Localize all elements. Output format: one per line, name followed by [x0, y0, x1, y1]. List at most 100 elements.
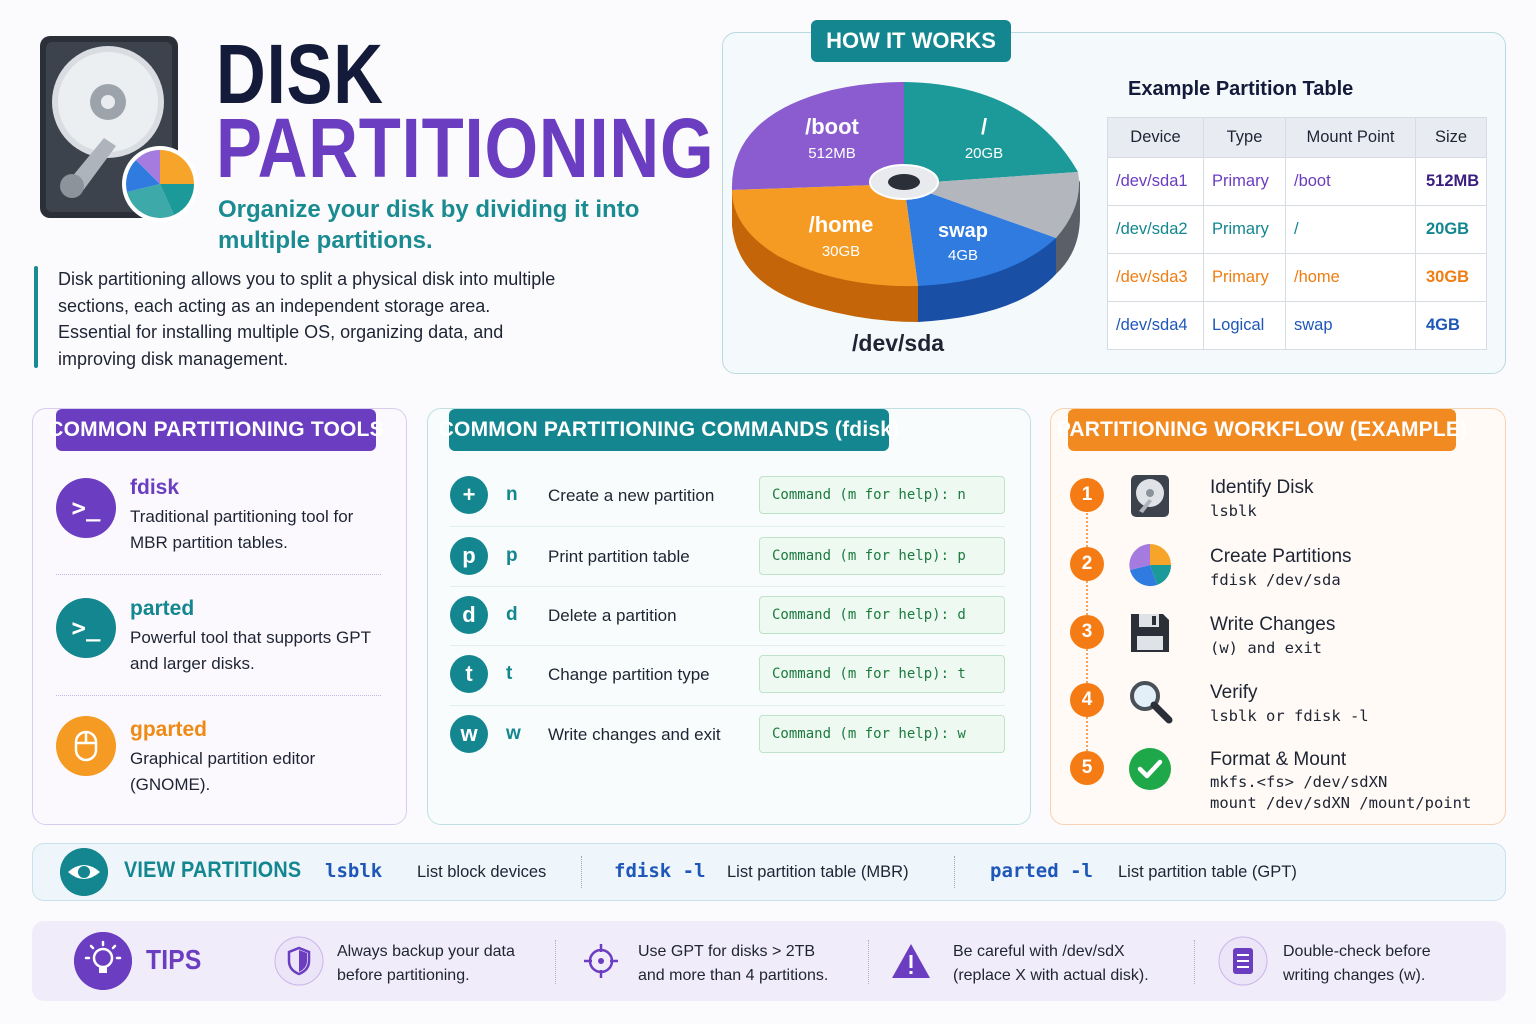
disk-pie-chart: /boot 512MB / 20GB swap 4GB /home 30GB: [731, 82, 1080, 322]
cell-type: Primary: [1203, 205, 1286, 254]
divider: [56, 574, 381, 575]
step-number: 5: [1070, 751, 1104, 785]
view-command: parted -l: [990, 860, 1093, 882]
partition-row: /dev/sda2 Primary/20GB: [1107, 205, 1487, 254]
step-command: fdisk /dev/sda: [1210, 571, 1341, 589]
column-header-mount: Mount Point: [1285, 117, 1416, 158]
partition-table-header-row: Device Type Mount Point Size: [1107, 117, 1487, 158]
divider: [1194, 940, 1195, 984]
cell-device: /dev/sda2: [1107, 205, 1204, 254]
partition-table-title: Example Partition Table: [1128, 78, 1354, 100]
workflow-label: PARTITIONING WORKFLOW (EXAMPLE): [1057, 409, 1467, 451]
view-command-desc: List block devices: [417, 863, 547, 881]
command-key: d: [506, 604, 518, 625]
tool-desc-parted: Powerful tool that supports GPT and larg…: [130, 628, 371, 673]
divider: [868, 940, 869, 984]
view-partitions-title: VIEW PARTITIONS: [124, 857, 302, 882]
boot-slice: [731, 82, 904, 190]
pie-chart-icon: [1129, 544, 1172, 587]
root-slice-size: 20GB: [965, 145, 1003, 162]
cell-mount: swap: [1285, 301, 1416, 350]
partition-table: Device Type Mount Point Size /dev/sda1 Pr…: [1107, 117, 1487, 350]
boot-slice-size: 512MB: [808, 145, 856, 162]
command-desc: Change partition type: [548, 665, 710, 684]
free-space-slice: [904, 172, 1080, 238]
cell-type: Primary: [1203, 157, 1286, 206]
column-header-type: Type: [1203, 117, 1286, 158]
tool-desc-gparted: Graphical partition editor (GNOME).: [130, 749, 316, 794]
divider: [450, 645, 1005, 646]
magnifier-icon: [1130, 681, 1173, 724]
hard-drive-icon: [1131, 475, 1169, 517]
page-title-line-2: PARTITIONING: [216, 101, 715, 195]
column-header-device: Device: [1107, 117, 1204, 158]
letter-d-icon: d: [450, 596, 488, 634]
root-slice-label: /: [981, 114, 987, 139]
divider: [56, 695, 381, 696]
commands-label: COMMON PARTITIONING COMMANDS (fdisk): [439, 409, 899, 451]
command-example: Command (m for help): n: [759, 476, 1005, 514]
swap-slice: [904, 184, 1056, 286]
swap-slice-size: 4GB: [948, 247, 978, 264]
swap-slice-label: swap: [938, 220, 988, 242]
letter-p-icon: p: [450, 537, 488, 575]
tips-title: TIPS: [146, 944, 202, 975]
step-command: lsblk: [1210, 502, 1257, 520]
command-example: Command (m for help): d: [759, 596, 1005, 634]
page-subtitle: Organize your disk by dividing it into m…: [218, 196, 640, 254]
command-key: n: [506, 484, 518, 505]
root-slice: [904, 82, 1078, 184]
column-header-size: Size: [1415, 117, 1487, 158]
step-number: 2: [1070, 547, 1104, 581]
cell-mount: /home: [1285, 253, 1416, 302]
warning-icon: [892, 944, 930, 978]
command-desc: Print partition table: [548, 547, 690, 566]
crosshair-icon: [584, 944, 618, 978]
tip-text: Always backup your data before partition…: [337, 943, 515, 984]
step-title: Format & Mount: [1210, 749, 1347, 770]
hard-drive-illustration-icon: [40, 36, 198, 222]
intro-accent-bar: [34, 266, 38, 368]
step-command: mkfs.<fs> /dev/sdXN mount /dev/sdXN /mou…: [1210, 773, 1472, 812]
partition-row: /dev/sda1 Primary/boot 512MB: [1107, 157, 1487, 206]
divider: [954, 856, 955, 888]
step-title: Write Changes: [1210, 614, 1336, 635]
partition-row: /dev/sda4 Logical swap 4GB: [1107, 301, 1487, 350]
terminal-icon: >_: [56, 598, 116, 658]
boot-slice-label: /boot: [805, 114, 859, 139]
partition-row: /dev/sda3 Primary/home 30GB: [1107, 253, 1487, 302]
step-title: Identify Disk: [1210, 477, 1314, 498]
shield-icon: [274, 936, 324, 986]
workflow-panel: [1050, 408, 1506, 825]
view-command-desc: List partition table (GPT): [1118, 863, 1297, 881]
command-example: Command (m for help): t: [759, 655, 1005, 693]
intro-paragraph: Disk partitioning allows you to split a …: [58, 269, 556, 369]
tip-text: Double-check before writing changes (w).: [1283, 943, 1431, 984]
divider: [450, 526, 1005, 527]
check-icon: [1129, 748, 1171, 790]
command-example: Command (m for help): w: [759, 715, 1005, 753]
floppy-disk-icon: [1131, 614, 1169, 652]
command-key: w: [506, 723, 521, 744]
view-command: lsblk: [325, 860, 383, 882]
lightbulb-icon: [74, 932, 132, 990]
mouse-icon: [56, 716, 116, 776]
step-command: lsblk or fdisk -l: [1210, 707, 1369, 725]
page-title-line-1: DISK: [216, 27, 384, 121]
letter-t-icon: t: [450, 655, 488, 693]
divider: [450, 705, 1005, 706]
step-number: 1: [1070, 478, 1104, 512]
tool-name-parted: parted: [130, 597, 195, 620]
tip-text: Be careful with /dev/sdX (replace X with…: [953, 943, 1149, 984]
cell-type: Primary: [1203, 253, 1286, 302]
tools-label: COMMON PARTITIONING TOOLS: [48, 409, 384, 451]
how-it-works-label: HOW IT WORKS: [811, 20, 1011, 62]
eye-icon: [60, 848, 108, 896]
cell-size: 20GB: [1415, 205, 1487, 254]
cell-device: /dev/sda3: [1107, 253, 1204, 302]
divider: [581, 856, 582, 888]
tip-text: Use GPT for disks > 2TB and more than 4 …: [638, 943, 829, 984]
step-title: Verify: [1210, 682, 1258, 703]
spindle-center: [888, 174, 920, 190]
cell-mount: /: [1285, 205, 1416, 254]
